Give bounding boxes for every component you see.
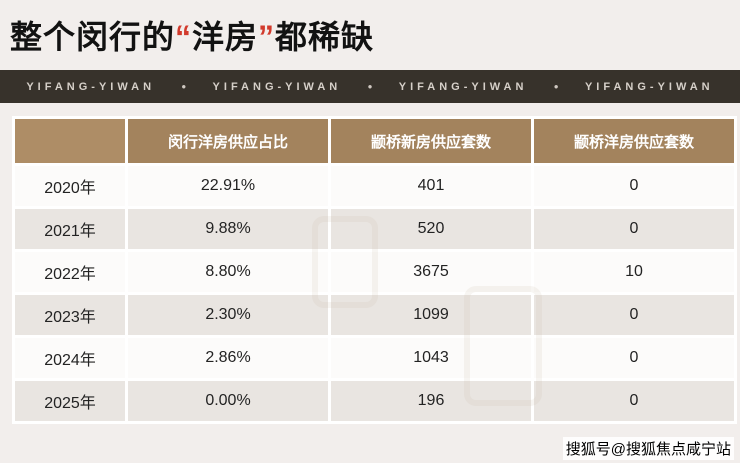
- banner-text: YIFANG-YIWAN: [212, 80, 342, 93]
- table-row: 2022年 8.80% 3675 10: [15, 252, 734, 292]
- yangfang-supply-cell: 10: [534, 252, 734, 292]
- yangfang-supply-cell: 0: [534, 166, 734, 206]
- yangfang-supply-cell: 0: [534, 381, 734, 421]
- year-cell: 2020年: [15, 166, 125, 206]
- title-prefix: 整个闵行的: [10, 19, 176, 55]
- ratio-cell: 8.80%: [128, 252, 328, 292]
- table-row: 2021年 9.88% 520 0: [15, 209, 734, 249]
- new-supply-cell: 1099: [331, 295, 531, 335]
- table-row: 2025年 0.00% 196 0: [15, 381, 734, 421]
- yangfang-supply-cell: 0: [534, 209, 734, 249]
- title-suffix: 都稀缺: [275, 19, 375, 55]
- ratio-cell: 22.91%: [128, 166, 328, 206]
- table-row: 2023年 2.30% 1099 0: [15, 295, 734, 335]
- ratio-cell: 0.00%: [128, 381, 328, 421]
- table-row: 2020年 22.91% 401 0: [15, 166, 734, 206]
- bullet-separator-icon: ●: [553, 82, 559, 91]
- supply-table: 闵行洋房供应占比 颛桥新房供应套数 颛桥洋房供应套数 2020年 22.91% …: [12, 116, 737, 424]
- new-supply-cell: 401: [331, 166, 531, 206]
- year-cell: 2022年: [15, 252, 125, 292]
- column-header-ratio: 闵行洋房供应占比: [128, 119, 328, 163]
- title-close-quote: ”: [258, 19, 276, 55]
- banner-text: YIFANG-YIWAN: [584, 80, 714, 93]
- ratio-cell: 9.88%: [128, 209, 328, 249]
- page-title: 整个闵行的“洋房”都稀缺: [0, 0, 740, 58]
- new-supply-cell: 520: [331, 209, 531, 249]
- title-open-quote: “: [175, 19, 193, 55]
- new-supply-cell: 1043: [331, 338, 531, 378]
- year-cell: 2021年: [15, 209, 125, 249]
- title-quoted-word: 洋房: [192, 19, 259, 55]
- year-cell: 2025年: [15, 381, 125, 421]
- banner-text: YIFANG-YIWAN: [398, 80, 528, 93]
- table-row: 2024年 2.86% 1043 0: [15, 338, 734, 378]
- table-header-row: 闵行洋房供应占比 颛桥新房供应套数 颛桥洋房供应套数: [15, 119, 734, 163]
- year-cell: 2024年: [15, 338, 125, 378]
- yangfang-supply-cell: 0: [534, 295, 734, 335]
- bullet-separator-icon: ●: [367, 82, 373, 91]
- new-supply-cell: 196: [331, 381, 531, 421]
- bullet-separator-icon: ●: [181, 82, 187, 91]
- sohu-watermark: 搜狐号@搜狐焦点咸宁站: [562, 437, 734, 460]
- yangfang-supply-cell: 0: [534, 338, 734, 378]
- ratio-cell: 2.86%: [128, 338, 328, 378]
- brand-banner: YIFANG-YIWAN ● YIFANG-YIWAN ● YIFANG-YIW…: [0, 70, 740, 103]
- new-supply-cell: 3675: [331, 252, 531, 292]
- banner-text: YIFANG-YIWAN: [26, 80, 156, 93]
- column-header-new-supply: 颛桥新房供应套数: [331, 119, 531, 163]
- year-cell: 2023年: [15, 295, 125, 335]
- corner-cell: [15, 119, 125, 163]
- supply-table-container: 闵行洋房供应占比 颛桥新房供应套数 颛桥洋房供应套数 2020年 22.91% …: [12, 116, 737, 424]
- ratio-cell: 2.30%: [128, 295, 328, 335]
- column-header-yangfang-supply: 颛桥洋房供应套数: [534, 119, 734, 163]
